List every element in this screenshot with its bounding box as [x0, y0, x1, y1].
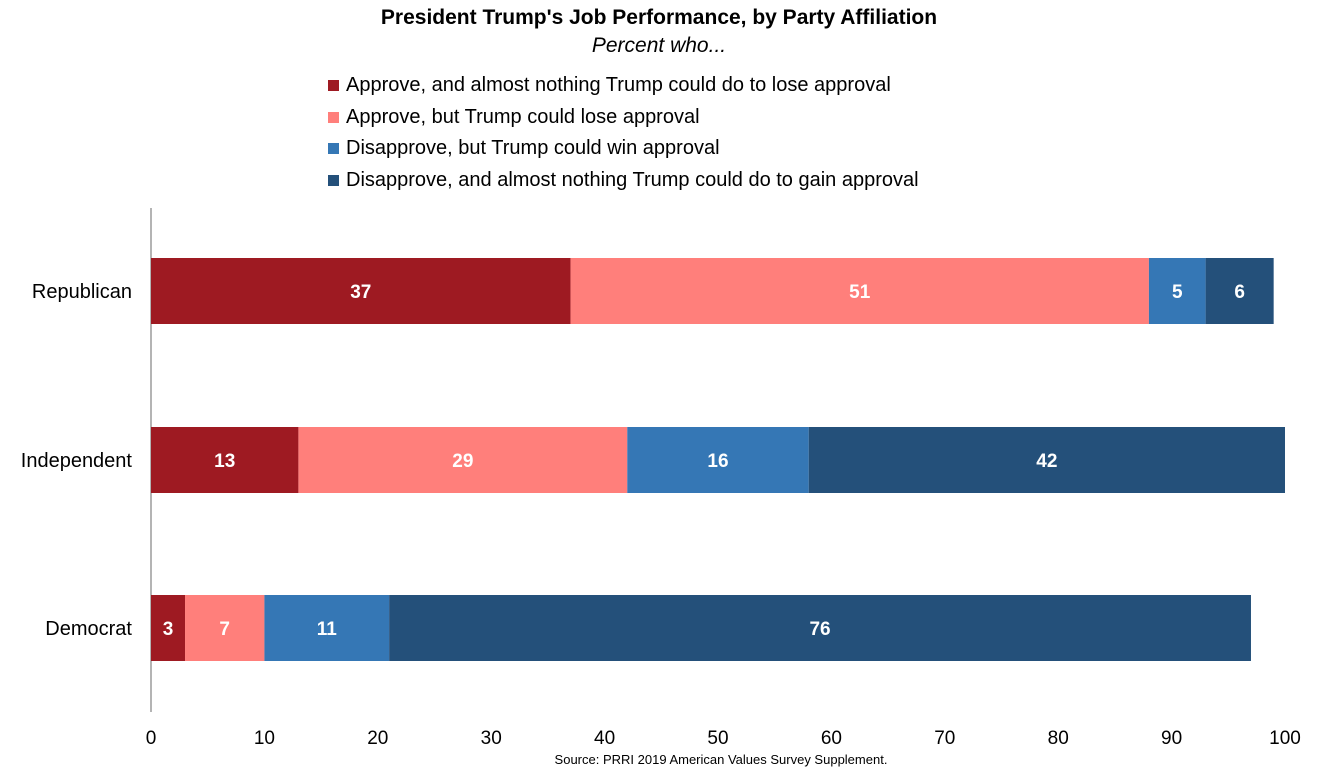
legend-swatch: [328, 174, 339, 186]
bar-segment: [808, 427, 1285, 493]
bar-segment: [151, 595, 186, 661]
category-label: Democrat: [45, 618, 132, 640]
bar-segment: [298, 427, 628, 493]
bar-segment: [570, 258, 1149, 324]
x-tick-label: 90: [1161, 728, 1182, 749]
legend: Approve, and almost nothing Trump could …: [328, 70, 919, 196]
data-label: 76: [809, 619, 830, 640]
x-tick-label: 50: [707, 728, 728, 749]
data-label: 37: [350, 282, 371, 303]
x-tick-label: 70: [934, 728, 955, 749]
legend-item: Disapprove, but Trump could win approval: [328, 133, 919, 165]
legend-label: Approve, and almost nothing Trump could …: [346, 74, 891, 97]
data-label: 42: [1036, 451, 1057, 472]
data-label: 16: [707, 451, 728, 472]
bar-segment: [1148, 258, 1206, 324]
bar-segment: [389, 595, 1251, 661]
data-label: 51: [849, 282, 871, 303]
legend-swatch: [328, 143, 339, 155]
data-label: 29: [452, 451, 473, 472]
legend-swatch: [328, 111, 339, 123]
data-label: 3: [163, 619, 174, 640]
legend-label: Disapprove, and almost nothing Trump cou…: [346, 168, 919, 191]
x-tick-label: 10: [254, 728, 275, 749]
legend-swatch: [328, 80, 339, 92]
chart-title: President Trump's Job Performance, by Pa…: [380, 6, 938, 29]
x-tick-label: 60: [821, 728, 842, 749]
data-label: 11: [317, 619, 338, 640]
legend-label: Disapprove, but Trump could win approval: [346, 137, 720, 160]
category-label: Republican: [32, 281, 132, 303]
x-tick-label: 80: [1048, 728, 1069, 749]
chart-subtitle: Percent who...: [591, 34, 727, 57]
legend-item: Disapprove, and almost nothing Trump cou…: [328, 165, 919, 197]
data-label: 5: [1172, 282, 1183, 303]
x-tick-label: 30: [481, 728, 502, 749]
category-label: Independent: [21, 450, 133, 472]
x-tick-label: 40: [594, 728, 615, 749]
bar-segment: [627, 427, 809, 493]
x-tick-label: 20: [367, 728, 388, 749]
x-tick-label: 100: [1269, 728, 1301, 749]
legend-label: Approve, but Trump could lose approval: [346, 105, 700, 128]
legend-item: Approve, but Trump could lose approval: [328, 102, 919, 134]
data-label: 6: [1234, 282, 1245, 303]
legend-item: Approve, and almost nothing Trump could …: [328, 70, 919, 102]
bar-segment: [185, 595, 265, 661]
bar-segment: [151, 258, 571, 324]
bar-segment: [151, 427, 299, 493]
x-tick-label: 0: [146, 728, 157, 749]
source-note: Source: PRRI 2019 American Values Survey…: [554, 752, 888, 767]
data-label: 7: [219, 619, 230, 640]
data-label: 13: [214, 451, 235, 472]
bar-segment: [1205, 258, 1274, 324]
bar-segment: [264, 595, 390, 661]
